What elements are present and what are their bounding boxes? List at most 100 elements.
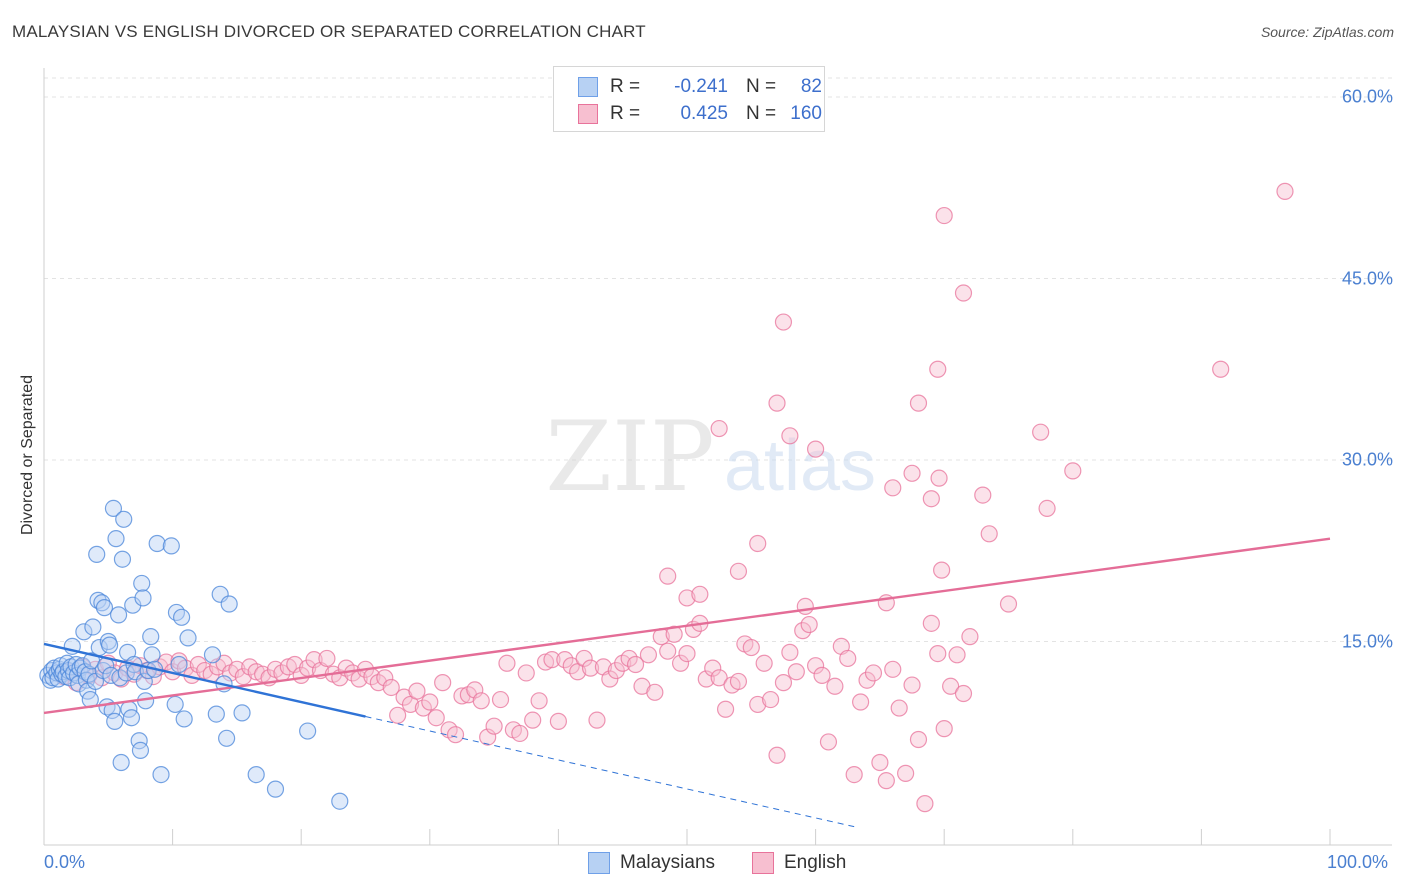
malaysian-point <box>100 636 119 654</box>
bottom-legend-english: English <box>752 852 846 874</box>
english-point <box>556 651 574 669</box>
english-point <box>626 655 645 674</box>
english-point <box>948 646 966 664</box>
legend-n-value: 160 <box>790 103 822 124</box>
english-point <box>922 490 940 508</box>
english-point <box>929 360 947 378</box>
english-point <box>871 753 889 772</box>
english-point <box>980 525 998 543</box>
x-tick-max: 100.0% <box>1327 852 1389 872</box>
malaysian-point <box>162 537 180 555</box>
english-point <box>1032 423 1050 441</box>
malaysian-point <box>93 594 111 612</box>
english-point <box>704 659 722 677</box>
malaysian-trend-extension <box>365 716 855 828</box>
english-point <box>806 657 825 675</box>
english-point <box>697 670 715 688</box>
english-point <box>678 644 696 663</box>
english-point <box>826 677 844 695</box>
english-point <box>1212 360 1230 378</box>
english-point <box>588 711 606 729</box>
english-point <box>768 394 786 412</box>
chart-title: MALAYSIAN VS ENGLISH DIVORCED OR SEPARAT… <box>12 22 646 41</box>
english-point <box>729 672 748 691</box>
malaysian-point <box>143 646 161 664</box>
english-point <box>796 597 814 616</box>
malaysian-point <box>104 499 123 517</box>
malaysian-point <box>331 792 349 810</box>
english-point <box>639 646 658 664</box>
trend-lines <box>43 537 1331 828</box>
english-point <box>517 664 535 682</box>
english-point <box>1038 499 1056 517</box>
english-point <box>999 595 1018 613</box>
malaysian-point <box>170 655 188 674</box>
english-point <box>781 643 799 661</box>
english-point <box>942 677 960 695</box>
malaysian-point <box>233 704 251 722</box>
english-point <box>286 655 304 674</box>
english-point <box>376 669 394 687</box>
bottom-legend-label-english: English <box>784 852 847 873</box>
legend-r-label: R = <box>610 76 641 97</box>
english-point <box>414 699 432 717</box>
english-point <box>408 682 426 700</box>
english-point <box>498 654 516 672</box>
malaysian-point <box>134 589 152 607</box>
english-point <box>909 394 928 412</box>
english-point <box>813 666 831 684</box>
bottom-legend-swatch-malaysians <box>588 852 610 874</box>
malaysian-point <box>131 741 150 760</box>
malaysian-trend-line <box>43 642 366 718</box>
malaysian-point <box>152 765 170 784</box>
english-point <box>933 561 951 579</box>
malaysian-point <box>84 618 102 636</box>
malaysian-point <box>179 629 197 647</box>
malaysian-point <box>112 753 130 772</box>
english-point <box>819 733 838 751</box>
malaysian-point <box>299 722 317 740</box>
malaysian-point <box>207 705 225 723</box>
legend-r-value: -0.241 <box>674 76 728 97</box>
malaysian-point <box>167 603 186 622</box>
english-point <box>909 730 928 749</box>
english-point <box>659 567 677 585</box>
malaysian-point <box>109 606 128 624</box>
x-tick-min: 0.0% <box>44 852 86 872</box>
english-point <box>781 427 799 445</box>
english-point <box>774 674 793 692</box>
english-point <box>884 660 902 678</box>
english-point <box>922 614 940 632</box>
english-point <box>749 534 767 553</box>
legend-n-label: N = <box>746 76 777 97</box>
english-point <box>903 676 921 694</box>
english-point <box>524 711 542 729</box>
english-point <box>974 486 992 504</box>
english-point <box>1276 182 1294 200</box>
english-point <box>935 720 953 738</box>
english-point <box>930 469 948 487</box>
english-point <box>601 670 619 688</box>
english-point <box>884 479 902 497</box>
english-point <box>491 690 510 709</box>
legend-swatch-malaysians <box>578 77 598 97</box>
english-point <box>742 638 760 657</box>
english-point <box>761 690 780 709</box>
malaysian-point <box>173 608 191 626</box>
bottom-legend-label-malaysians: Malaysians <box>620 852 716 873</box>
english-point <box>787 663 805 681</box>
english-point <box>382 678 400 697</box>
english-point <box>768 746 786 764</box>
malaysian-point <box>203 646 222 664</box>
english-point <box>710 419 728 438</box>
english-point <box>890 699 908 717</box>
english-point <box>575 649 593 668</box>
english-point <box>659 642 677 660</box>
malaysian-point <box>220 595 238 613</box>
english-point <box>852 693 870 711</box>
malaysian-point <box>133 574 151 593</box>
watermark-zip: ZIP <box>545 401 714 513</box>
english-point <box>421 693 439 711</box>
bottom-legend-swatch-english <box>752 852 774 874</box>
english-point <box>954 284 973 302</box>
